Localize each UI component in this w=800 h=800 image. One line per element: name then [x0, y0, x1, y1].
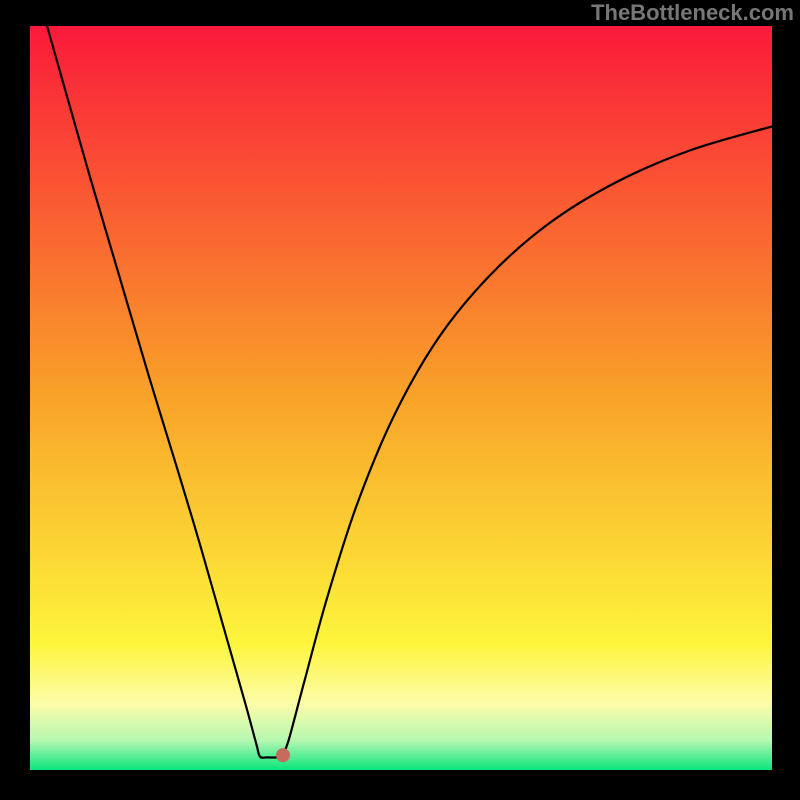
plot-area: [30, 26, 772, 770]
chart-container: TheBottleneck.com: [0, 0, 800, 800]
watermark-text: TheBottleneck.com: [591, 0, 794, 26]
